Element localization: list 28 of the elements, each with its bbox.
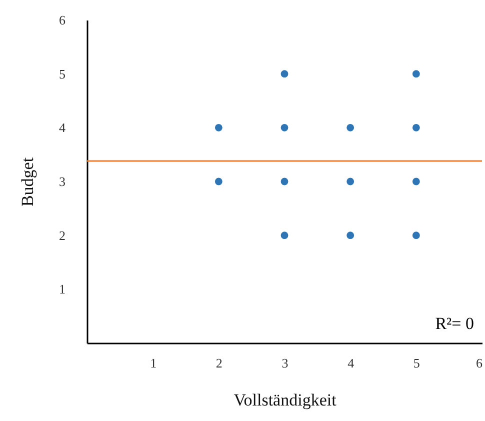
y-tick-label: 6 [59,12,66,28]
annotation: R²= 0 [435,314,474,333]
y-tick-label: 3 [59,174,66,189]
point [280,70,288,78]
point [280,124,288,132]
y-tick-label: 5 [59,66,66,82]
point [280,232,288,240]
x-axis-title: Vollständigkeit [234,390,337,410]
point [412,178,420,186]
point [412,232,420,240]
point [214,124,222,132]
point [214,178,222,186]
y-tick-label: 1 [59,282,66,297]
point [412,70,420,78]
y-axis-title: Budget [18,157,37,207]
x-tick-label: 2 [216,356,222,370]
point [346,178,354,186]
point [346,124,354,132]
point [280,178,288,186]
x-tick-label: 6 [476,356,483,370]
y-tick-label: 2 [59,228,66,243]
y-tick-label: 4 [59,120,66,136]
point [412,124,420,132]
x-tick-label: 1 [150,356,157,370]
point [346,232,354,240]
x-tick-label: 5 [413,356,420,370]
x-tick-label: 3 [282,356,288,370]
x-tick-label: 4 [348,356,355,370]
